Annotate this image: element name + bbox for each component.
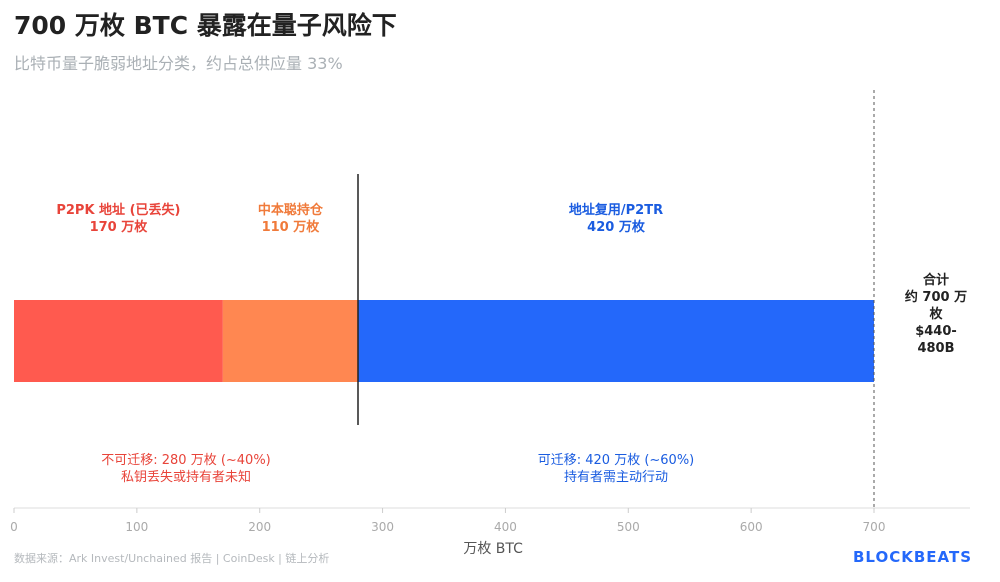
segment-label: 中本聪持仓 110 万枚 — [258, 202, 323, 236]
chart-title: 700 万枚 BTC 暴露在量子风险下 — [14, 11, 397, 40]
annotation-line: 不可迁移: 280 万枚 (~40%) — [101, 453, 271, 468]
segment-label-line: 110 万枚 — [261, 220, 320, 235]
bar-segment — [222, 300, 358, 382]
total-label-line: 约 700 万枚 — [904, 290, 968, 322]
bar-segment — [14, 300, 223, 382]
x-tick-label: 500 — [617, 520, 640, 534]
segment-label: 地址复用/P2TR 420 万枚 — [569, 202, 663, 236]
x-tick-label: 0 — [10, 520, 18, 534]
total-label-line: 合计 — [922, 273, 949, 288]
total-label-line: $440-480B — [915, 324, 957, 356]
annotation-line: 私钥丢失或持有者未知 — [120, 470, 251, 485]
source-note: 数据来源：Ark Invest/Unchained 报告 | CoinDesk … — [14, 552, 330, 565]
x-axis-label: 万枚 BTC — [463, 541, 523, 557]
annotation-line: 可迁移: 420 万枚 (~60%) — [537, 453, 695, 468]
annotation: 不可迁移: 280 万枚 (~40%) 私钥丢失或持有者未知 — [101, 452, 271, 486]
segment-label-line: 420 万枚 — [587, 220, 645, 235]
segment-label-line: 170 万枚 — [89, 220, 148, 235]
bar-segment — [358, 300, 874, 382]
x-tick-label: 100 — [125, 520, 148, 534]
x-tick-label: 600 — [740, 520, 763, 534]
segment-label-line: 地址复用/P2TR — [568, 203, 664, 218]
x-tick-label: 400 — [494, 520, 517, 534]
blockbeats-logo: BLOCKBEATS — [853, 548, 972, 566]
annotation-line: 持有者需主动行动 — [563, 470, 668, 485]
segment-label: P2PK 地址 (已丢失) 170 万枚 — [56, 202, 180, 236]
segment-label-line: P2PK 地址 (已丢失) — [56, 203, 181, 218]
annotation: 可迁移: 420 万枚 (~60%) 持有者需主动行动 — [538, 452, 695, 486]
x-tick-label: 300 — [371, 520, 394, 534]
total-label: 合计约 700 万枚 $440-480B — [904, 272, 968, 357]
x-tick-label: 700 — [863, 520, 886, 534]
segment-label-line: 中本聪持仓 — [257, 203, 323, 218]
chart-subtitle: 比特币量子脆弱地址分类，约占总供应量 33% — [14, 54, 343, 73]
x-tick-label: 200 — [248, 520, 271, 534]
